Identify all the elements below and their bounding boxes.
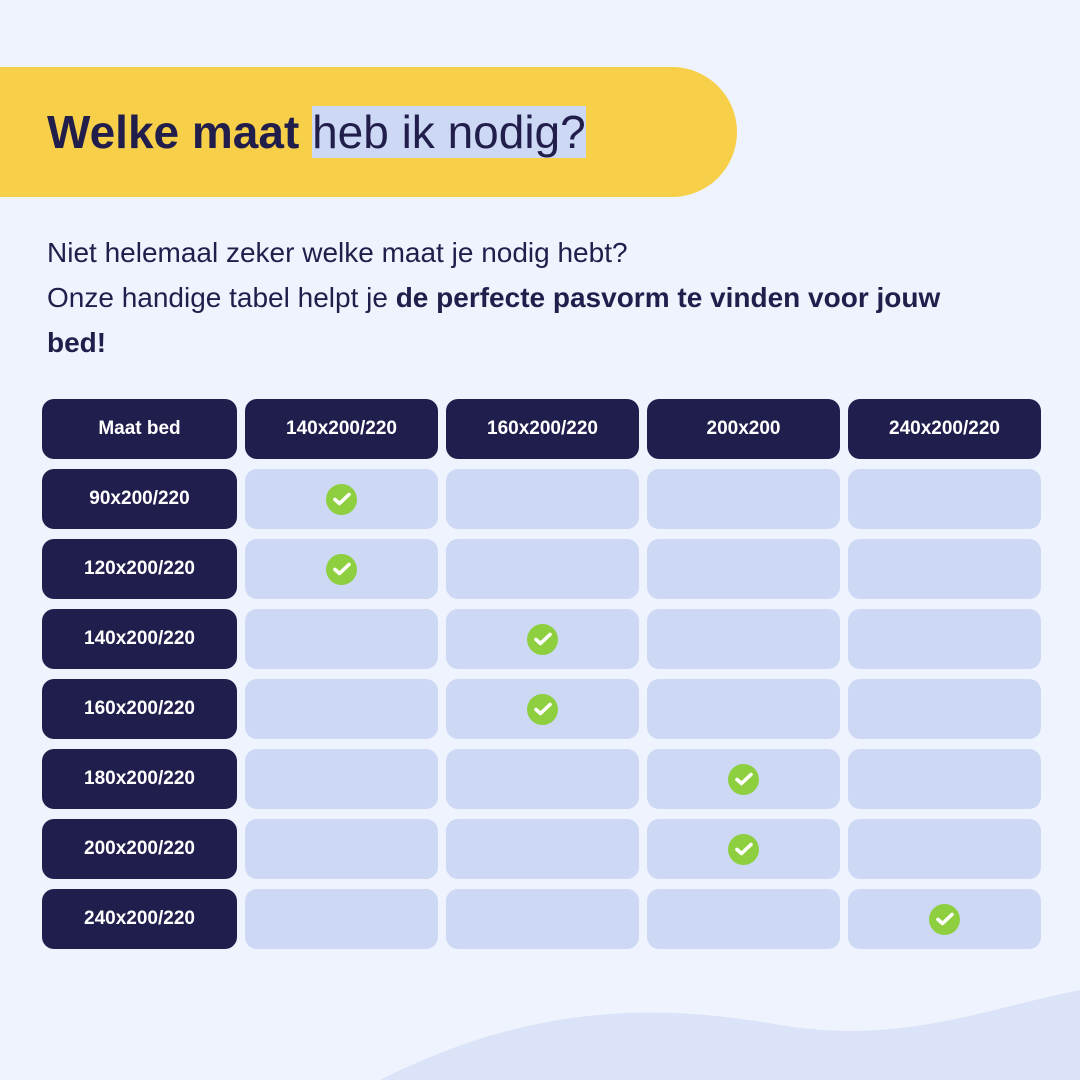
check-circle-icon bbox=[929, 903, 960, 935]
check-circle-icon bbox=[326, 553, 357, 585]
table-cell bbox=[848, 609, 1041, 669]
table-cell bbox=[446, 679, 639, 739]
check-circle-icon bbox=[527, 623, 558, 655]
column-header: 200x200 bbox=[647, 399, 840, 459]
table-cell bbox=[245, 679, 438, 739]
table-cell bbox=[446, 539, 639, 599]
table-cell bbox=[245, 609, 438, 669]
intro-line2: Onze handige tabel helpt je bbox=[47, 282, 388, 313]
row-header: 160x200/220 bbox=[42, 679, 237, 739]
table-cell bbox=[446, 749, 639, 809]
table-cell bbox=[647, 889, 840, 949]
table-cell bbox=[647, 539, 840, 599]
table-cell bbox=[245, 889, 438, 949]
check-circle-icon bbox=[728, 763, 759, 795]
row-header: 120x200/220 bbox=[42, 539, 237, 599]
table-cell bbox=[245, 469, 438, 529]
table-cell bbox=[647, 679, 840, 739]
column-header: 240x200/220 bbox=[848, 399, 1041, 459]
table-cell bbox=[647, 749, 840, 809]
table-cell bbox=[848, 679, 1041, 739]
table-cell bbox=[647, 819, 840, 879]
row-header: 200x200/220 bbox=[42, 819, 237, 879]
table-cell bbox=[848, 539, 1041, 599]
table-cell bbox=[245, 539, 438, 599]
table-cell bbox=[848, 469, 1041, 529]
check-circle-icon bbox=[326, 483, 357, 515]
check-circle-icon bbox=[728, 833, 759, 865]
table-cell bbox=[647, 469, 840, 529]
page-title: Welke maat heb ik nodig? bbox=[47, 104, 586, 160]
row-header: 90x200/220 bbox=[42, 469, 237, 529]
table-corner-header: Maat bed bbox=[42, 399, 237, 459]
row-header: 180x200/220 bbox=[42, 749, 237, 809]
title-regular: heb ik nodig? bbox=[312, 106, 586, 158]
table-cell bbox=[647, 609, 840, 669]
intro-bold: de perfecte pasvorm te vinden voor jouw … bbox=[47, 282, 941, 358]
table-cell bbox=[245, 749, 438, 809]
table-cell bbox=[848, 749, 1041, 809]
row-header: 140x200/220 bbox=[42, 609, 237, 669]
check-circle-icon bbox=[527, 693, 558, 725]
table-cell bbox=[848, 889, 1041, 949]
table-cell bbox=[245, 819, 438, 879]
table-cell bbox=[446, 609, 639, 669]
table-cell bbox=[848, 819, 1041, 879]
size-table: Maat bed 140x200/220 160x200/220 200x200 24… bbox=[42, 399, 1041, 949]
column-header: 160x200/220 bbox=[446, 399, 639, 459]
intro-line1: Niet helemaal zeker welke maat je nodig … bbox=[47, 237, 628, 268]
table-cell bbox=[446, 819, 639, 879]
table-cell bbox=[446, 889, 639, 949]
table-cell bbox=[446, 469, 639, 529]
title-bold: Welke maat bbox=[47, 106, 300, 158]
row-header: 240x200/220 bbox=[42, 889, 237, 949]
intro-text: Niet helemaal zeker welke maat je nodig … bbox=[47, 230, 947, 365]
column-header: 140x200/220 bbox=[245, 399, 438, 459]
